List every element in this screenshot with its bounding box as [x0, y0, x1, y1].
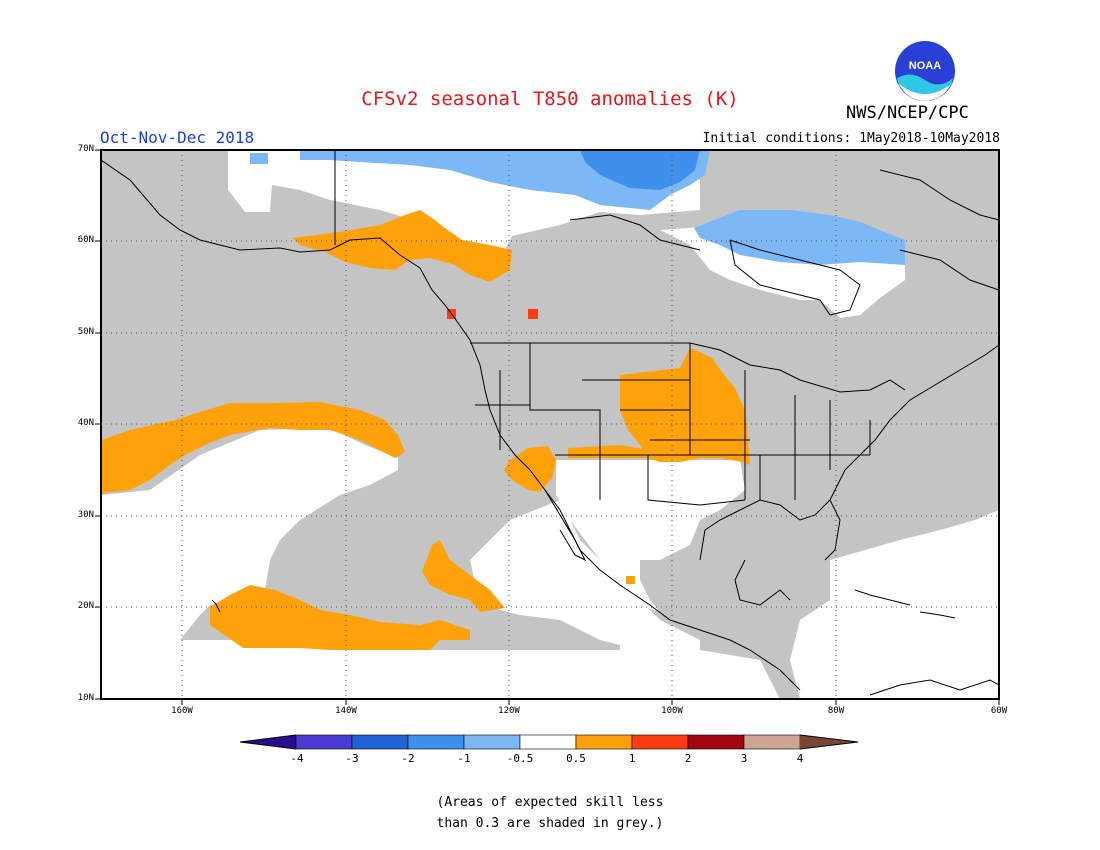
axis-ticks [95, 149, 1000, 705]
lat-label: 50N [77, 327, 94, 337]
colorbar-segment [575, 734, 633, 750]
colorbar-segment [463, 734, 521, 750]
colorbar-segment [687, 734, 745, 750]
colorbar-segment [743, 734, 801, 750]
colorbar-segment [800, 735, 858, 749]
colorbar-segment [351, 734, 409, 750]
colorbar-segment [295, 734, 353, 750]
lon-label: 160W [171, 706, 193, 716]
skill-note-line-2: than 0.3 are shaded in grey.) [436, 816, 664, 831]
colorbar-tick-label: 1 [628, 752, 636, 765]
lat-label: 10N [77, 693, 94, 703]
near-normal-regions [101, 150, 999, 699]
colorbar-tick-label: 3 [740, 752, 748, 765]
colorbar-segment [519, 734, 577, 750]
colorbar-tick-label: -2 [401, 752, 415, 765]
colorbar-tick-label: -1 [457, 752, 471, 765]
lat-label: 40N [77, 418, 94, 428]
colorbar-segment [407, 734, 465, 750]
lon-label: 80W [827, 706, 845, 716]
colorbar-segment [240, 735, 296, 749]
colorbar-tick-label: -4 [290, 752, 304, 765]
skill-note: (Areas of expected skill less than 0.3 a… [0, 792, 1100, 834]
colorbar-tick-label: 2 [684, 752, 692, 765]
chart-title: CFSv2 seasonal T850 anomalies (K) [361, 88, 739, 110]
lat-label: 20N [77, 601, 94, 611]
colorbar-tick-label: 4 [796, 752, 804, 765]
colorbar-tick-label: -3 [345, 752, 359, 765]
colorbar-tick-label: -0.5 [506, 752, 534, 765]
forecast-period: Oct-Nov-Dec 2018 [100, 128, 255, 147]
initial-conditions: Initial conditions: 1May2018-10May2018 [702, 131, 1000, 146]
lat-label: 60N [77, 235, 94, 245]
colorbar-tick-label: 0.5 [566, 752, 586, 765]
noaa-logo: NOAA [895, 41, 955, 101]
coastlines-and-borders [101, 150, 999, 696]
lon-label: 140W [335, 706, 357, 716]
negative-anomaly-blue [580, 150, 700, 190]
colorbar-segment [631, 734, 689, 750]
lat-label: 30N [77, 510, 94, 520]
agency-label: NWS/NCEP/CPC [846, 103, 969, 123]
lat-label: 70N [77, 144, 94, 154]
lon-label: 120W [498, 706, 520, 716]
noaa-logo-text: NOAA [909, 60, 941, 72]
lon-label: 60W [990, 706, 1008, 716]
lon-label: 100W [661, 706, 683, 716]
skill-note-line-1: (Areas of expected skill less [436, 795, 664, 810]
positive-anomaly-orange [101, 210, 750, 650]
